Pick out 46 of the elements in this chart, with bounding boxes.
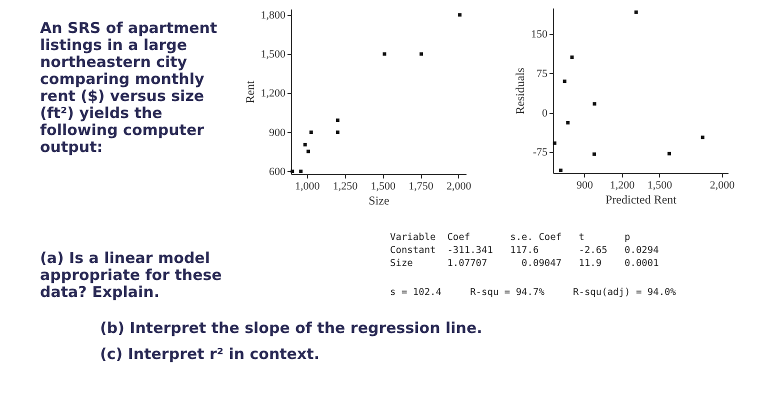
- y-tick-label: 900: [269, 126, 286, 139]
- x-tick-label: 1,250: [332, 180, 358, 192]
- y-tick-label: 150: [531, 28, 548, 41]
- y-tick-label: 0: [542, 107, 548, 120]
- point: [668, 152, 671, 156]
- y-tick-label: 1,200: [260, 88, 286, 100]
- text: (b) Interpret the slope of the regression line.: [100, 319, 484, 337]
- text: Variable Coef s.e. Coef t p: [390, 232, 630, 243]
- y-axis-title: Rent: [242, 80, 257, 104]
- x-tick-label: 1,500: [647, 180, 673, 192]
- point: [592, 152, 596, 156]
- y-tick-label: 1,500: [260, 48, 286, 60]
- point: [290, 170, 294, 174]
- point: [634, 10, 638, 14]
- x-axis-title: Predicted Rent: [606, 192, 678, 206]
- text: (a) Is a linear model appropriate for these data? Explain.: [40, 249, 223, 301]
- point: [299, 170, 303, 174]
- point: [309, 130, 313, 134]
- y-tick-label: 600: [269, 166, 286, 178]
- x-tick-label: 1,500: [370, 180, 396, 192]
- point: [566, 120, 570, 124]
- x-tick-label: 1,750: [408, 180, 434, 192]
- y-tick-label: 75: [536, 68, 548, 80]
- point: [303, 142, 307, 146]
- x-axis-title: Size: [368, 194, 390, 208]
- x-tick-label: 1,000: [295, 180, 320, 192]
- point: [306, 150, 310, 154]
- point: [336, 118, 340, 122]
- x-tick-label: 1,200: [610, 180, 636, 192]
- text: s = 102.4 R-squ = 94.7% R-squ(adj) = 94.0%: [390, 287, 676, 298]
- point: [559, 168, 562, 172]
- y-tick-label: 1,800: [260, 9, 286, 22]
- point: [458, 13, 462, 17]
- point: [552, 141, 556, 145]
- text: An SRS of apartment listings in a large northeastern city comparing monthly rent ($) versus size (ft²) yields the following computer output:: [40, 19, 218, 156]
- x-tick-label: 2,000: [710, 180, 736, 192]
- point: [562, 80, 566, 84]
- point: [336, 130, 340, 134]
- y-tick-label: -75: [532, 146, 548, 159]
- text: Size 1.07707 0.09047 11.9 0.0001: [390, 258, 659, 269]
- x-tick-label: 900: [576, 180, 594, 192]
- text: (c) Interpret r² in context.: [100, 345, 321, 363]
- x-tick-label: 2,000: [446, 180, 472, 192]
- y-axis-title: Residuals: [513, 67, 527, 114]
- point: [700, 136, 704, 140]
- text: Constant -311.341 117.6 -2.65 0.0294: [390, 245, 659, 256]
